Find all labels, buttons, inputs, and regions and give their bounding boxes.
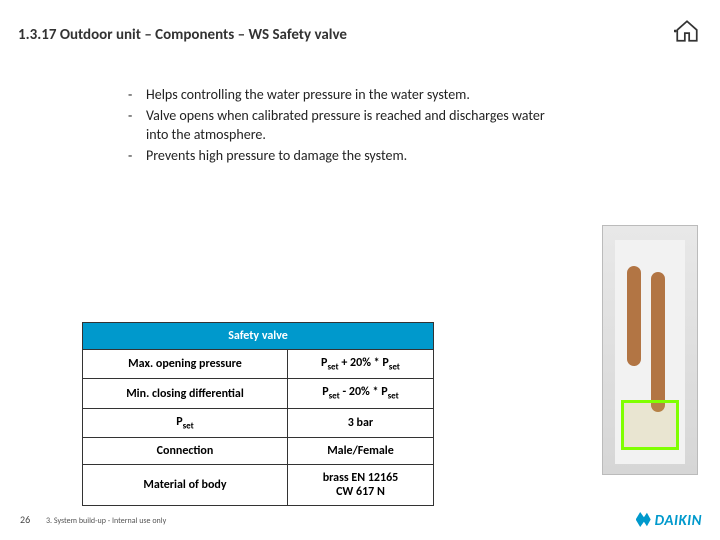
cell-label: Material of body (83, 465, 288, 506)
footer-text: 3. System build-up - Internal use only (46, 516, 166, 526)
cell-label: Max. opening pressure (83, 350, 288, 379)
highlight-box (621, 400, 679, 450)
table-header: Safety valve (83, 323, 434, 350)
cell-label: Connection (83, 438, 288, 465)
table-row: Pset 3 bar (83, 408, 434, 437)
spec-table: Safety valve Max. opening pressure Pset … (82, 322, 434, 506)
cell-value: Male/Female (287, 438, 433, 465)
page-number: 26 (20, 513, 30, 526)
table-row: Connection Male/Female (83, 438, 434, 465)
table-row: Min. closing differential Pset - 20% * P… (83, 379, 434, 408)
cell-label: Pset (83, 408, 288, 437)
bullet-list: Helps controlling the water pressure in … (128, 86, 568, 168)
pipe-icon (651, 272, 665, 412)
product-image (602, 225, 698, 475)
pipe-icon (627, 266, 641, 366)
cell-value: brass EN 12165CW 617 N (287, 465, 433, 506)
cell-value: 3 bar (287, 408, 433, 437)
cell-value: Pset + 20% * Pset (287, 350, 433, 379)
cell-value: Pset - 20% * Pset (287, 379, 433, 408)
home-icon[interactable] (674, 18, 700, 44)
table-row: Material of body brass EN 12165CW 617 N (83, 465, 434, 506)
bullet-item: Helps controlling the water pressure in … (128, 86, 568, 105)
cell-label: Min. closing differential (83, 379, 288, 408)
bullet-item: Valve opens when calibrated pressure is … (128, 107, 568, 145)
table-row: Max. opening pressure Pset + 20% * Pset (83, 350, 434, 379)
bullet-item: Prevents high pressure to damage the sys… (128, 147, 568, 166)
slide-title: 1.3.17 Outdoor unit – Components – WS Sa… (18, 26, 347, 44)
brand-logo: DAIKIN (636, 512, 702, 530)
